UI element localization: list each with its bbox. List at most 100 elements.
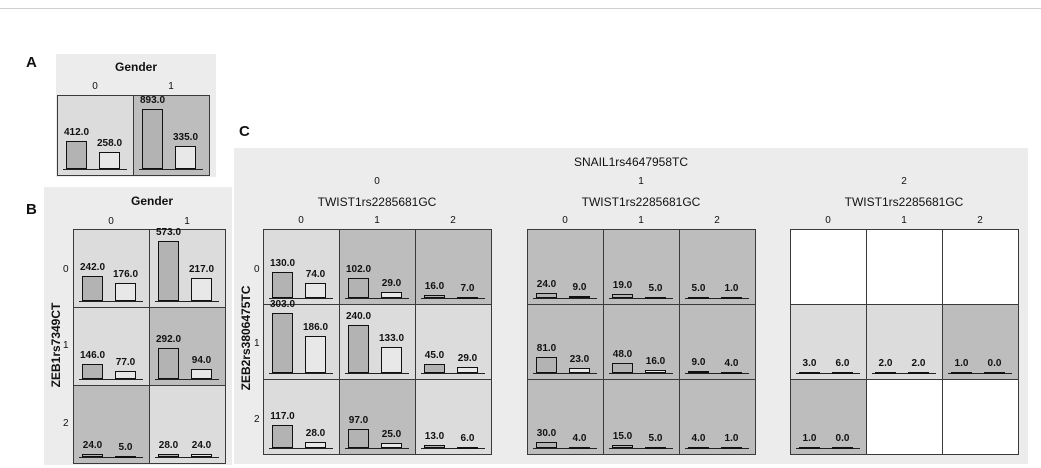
- panel-c-group-0-bar-r1-c0-1: [305, 336, 326, 373]
- panel-c-group-level-1: 1: [638, 176, 644, 187]
- panel-a-bar-r0-c1-0: [142, 109, 163, 169]
- panel-c-group-0-value-label-r2-c2-0: 13.0: [424, 431, 445, 442]
- panel-c-group-0-baseline-r2-c1: [345, 448, 409, 449]
- panel-c-group-1-baseline-r1-c2: [685, 373, 749, 374]
- panel-a-value-label-r0-c1-1: 335.0: [172, 132, 199, 143]
- panel-c-group-1-bar-r2-c1-1: [645, 447, 666, 449]
- panel-c-group-1-bar-r1-c1-0: [612, 363, 633, 373]
- panel-c-group-0-value-label-r2-c0-0: 117.0: [270, 411, 295, 422]
- panel-c-group-0-value-label-r0-c0-1: 74.0: [305, 269, 326, 280]
- panel-c-group-1-col-level-1: 1: [638, 215, 644, 226]
- panel-b-baseline-r0-c0: [79, 301, 143, 302]
- panel-c-group-0-value-label-r1-c2-1: 29.0: [457, 353, 478, 364]
- panel-b-bar-r0-c1-0: [158, 241, 179, 301]
- panel-c-group-2-cell-r2-c0: [790, 379, 867, 455]
- panel-b-bar-r0-c0-0: [82, 276, 103, 301]
- panel-a-bar-r0-c0-0: [66, 141, 87, 169]
- panel-c-group-1-col-title: TWIST1rs2285681GC: [581, 195, 701, 209]
- panel-c-group-1-value-label-r2-c2-1: 1.0: [724, 433, 739, 444]
- panel-b-value-label-r1-c0-0: 146.0: [79, 350, 106, 361]
- panel-c-group-0-value-label-r0-c2-0: 16.0: [424, 281, 445, 292]
- panel-c-group-1-baseline-r2-c1: [609, 448, 673, 449]
- panel-c-group-1-col-level-2: 2: [714, 215, 720, 226]
- panel-b-bar-r1-c0-1: [115, 371, 136, 379]
- panel-b-col-level-1: 1: [184, 216, 190, 227]
- panel-c-group-1-cell-r1-c2: [679, 304, 756, 380]
- panel-c-group-1-bar-r1-c0-1: [569, 368, 590, 373]
- panel-b-row-level-1: 1: [63, 340, 69, 351]
- panel-c-group-0-bar-r2-c1-1: [381, 443, 402, 448]
- panel-b-col-level-0: 0: [108, 216, 114, 227]
- panel-b-value-label-r0-c0-0: 242.0: [79, 262, 106, 273]
- panel-c-group-1-value-label-r0-c1-1: 5.0: [648, 283, 663, 294]
- panel-a-bar-r0-c0-1: [99, 152, 120, 169]
- panel-c-group-0-value-label-r0-c0-0: 130.0: [269, 258, 296, 269]
- panel-c-outer-title: SNAIL1rs4647958TC: [573, 155, 689, 169]
- panel-c-group-0-value-label-r1-c1-1: 133.0: [378, 333, 405, 344]
- panel-c-group-1-value-label-r2-c2-0: 4.0: [691, 433, 706, 444]
- panel-c-group-2-cell-r0-c0: [790, 229, 867, 305]
- panel-c-group-2-bar-r2-c0-0: [799, 447, 820, 449]
- panel-c-group-0-bar-r2-c1-0: [348, 429, 369, 448]
- panel-c-group-0-value-label-r1-c1-0: 240.0: [345, 311, 372, 322]
- panel-c-group-1-bar-r1-c2-1: [721, 372, 742, 374]
- panel-c-group-0-value-label-r2-c2-1: 6.0: [460, 433, 475, 444]
- panel-b-baseline-r1-c1: [155, 379, 219, 380]
- panel-c-group-2-baseline-r1-c2: [948, 373, 1012, 374]
- panel-b-col-title: Gender: [130, 194, 173, 208]
- panel-c-group-1-cell-r2-c1: [603, 379, 680, 455]
- panel-b-baseline-r0-c1: [155, 301, 219, 302]
- panel-c-group-2-cell-r1-c0: [790, 304, 867, 380]
- panel-b-bar-r2-c0-0: [82, 454, 103, 457]
- panel-c-row-level-2: 2: [254, 414, 260, 425]
- panel-a-bar-r0-c1-1: [175, 146, 196, 169]
- panel-c-group-1-baseline-r0-c0: [533, 298, 597, 299]
- panel-c-group-0-cell-r2-c2: [415, 379, 492, 455]
- panel-c-group-0-baseline-r1-c2: [421, 373, 485, 374]
- panel-b-bar-r1-c1-0: [158, 348, 179, 379]
- panel-c-group-1-value-label-r1-c0-1: 23.0: [569, 354, 590, 365]
- panel-c-group-1-bar-r2-c2-0: [688, 447, 709, 449]
- panel-c-group-2-value-label-r1-c0-1: 6.0: [835, 358, 850, 369]
- panel-c-group-0-col-level-0: 0: [298, 215, 304, 226]
- panel-c-group-0-baseline-r0-c2: [421, 298, 485, 299]
- panel-c-group-1-value-label-r2-c1-1: 5.0: [648, 433, 663, 444]
- panel-b-value-label-r0-c1-1: 217.0: [188, 264, 215, 275]
- panel-b-value-label-r1-c1-0: 292.0: [155, 334, 182, 345]
- panel-c-group-1-bar-r0-c0-1: [569, 296, 590, 298]
- panel-c-group-1-cell-r2-c2: [679, 379, 756, 455]
- panel-c-group-0-baseline-r1-c1: [345, 373, 409, 374]
- panel-c-group-0-value-label-r1-c0-0: 303.0: [269, 299, 296, 310]
- panel-c-group-1-value-label-r1-c1-1: 16.0: [645, 356, 666, 367]
- panel-c-group-0-bar-r1-c1-1: [381, 347, 402, 373]
- panel-c-group-0-bar-r0-c0-1: [305, 283, 326, 298]
- panel-label-b: B: [26, 201, 37, 218]
- panel-a-baseline-r0-c0: [63, 169, 127, 170]
- panel-c-group-2-value-label-r2-c0-0: 1.0: [802, 433, 817, 444]
- panel-c-group-level-0: 0: [374, 176, 380, 187]
- panel-c-group-0-value-label-r2-c1-0: 97.0: [348, 415, 369, 426]
- panel-c-group-1-cell-r0-c2: [679, 229, 756, 305]
- panel-c-group-2-cell-r2-c1: [866, 379, 943, 455]
- panel-c-group-1-bar-r0-c1-1: [645, 297, 666, 299]
- panel-b-value-label-r2-c0-1: 5.0: [118, 442, 133, 453]
- panel-c-group-1-bar-r2-c2-1: [721, 447, 742, 449]
- panel-c-group-0-col-title: TWIST1rs2285681GC: [317, 195, 437, 209]
- panel-c-row-level-0: 0: [254, 264, 260, 275]
- panel-c-group-0-bar-r2-c2-1: [457, 447, 478, 449]
- panel-c-group-1-baseline-r1-c0: [533, 373, 597, 374]
- panel-c-group-2-bar-r1-c1-0: [875, 372, 896, 374]
- panel-c-group-1-baseline-r2-c2: [685, 448, 749, 449]
- panel-label-c: C: [239, 123, 250, 140]
- panel-c-group-0-value-label-r2-c0-1: 28.0: [305, 428, 326, 439]
- panel-b-row-level-0: 0: [63, 264, 69, 275]
- panel-c-group-0-value-label-r1-c2-0: 45.0: [424, 350, 445, 361]
- panel-c-group-2-baseline-r1-c0: [796, 373, 860, 374]
- panel-c-row-title: ZEB2rs3806475TC: [239, 285, 253, 391]
- panel-c-group-0-bar-r2-c2-0: [424, 445, 445, 448]
- panel-b-value-label-r1-c1-1: 94.0: [191, 355, 212, 366]
- panel-c-group-1-value-label-r2-c0-0: 30.0: [536, 428, 557, 439]
- panel-b-bar-r2-c0-1: [115, 456, 136, 458]
- panel-c-group-1-value-label-r1-c2-0: 9.0: [691, 357, 706, 368]
- panel-c-group-0-baseline-r2-c0: [269, 448, 333, 449]
